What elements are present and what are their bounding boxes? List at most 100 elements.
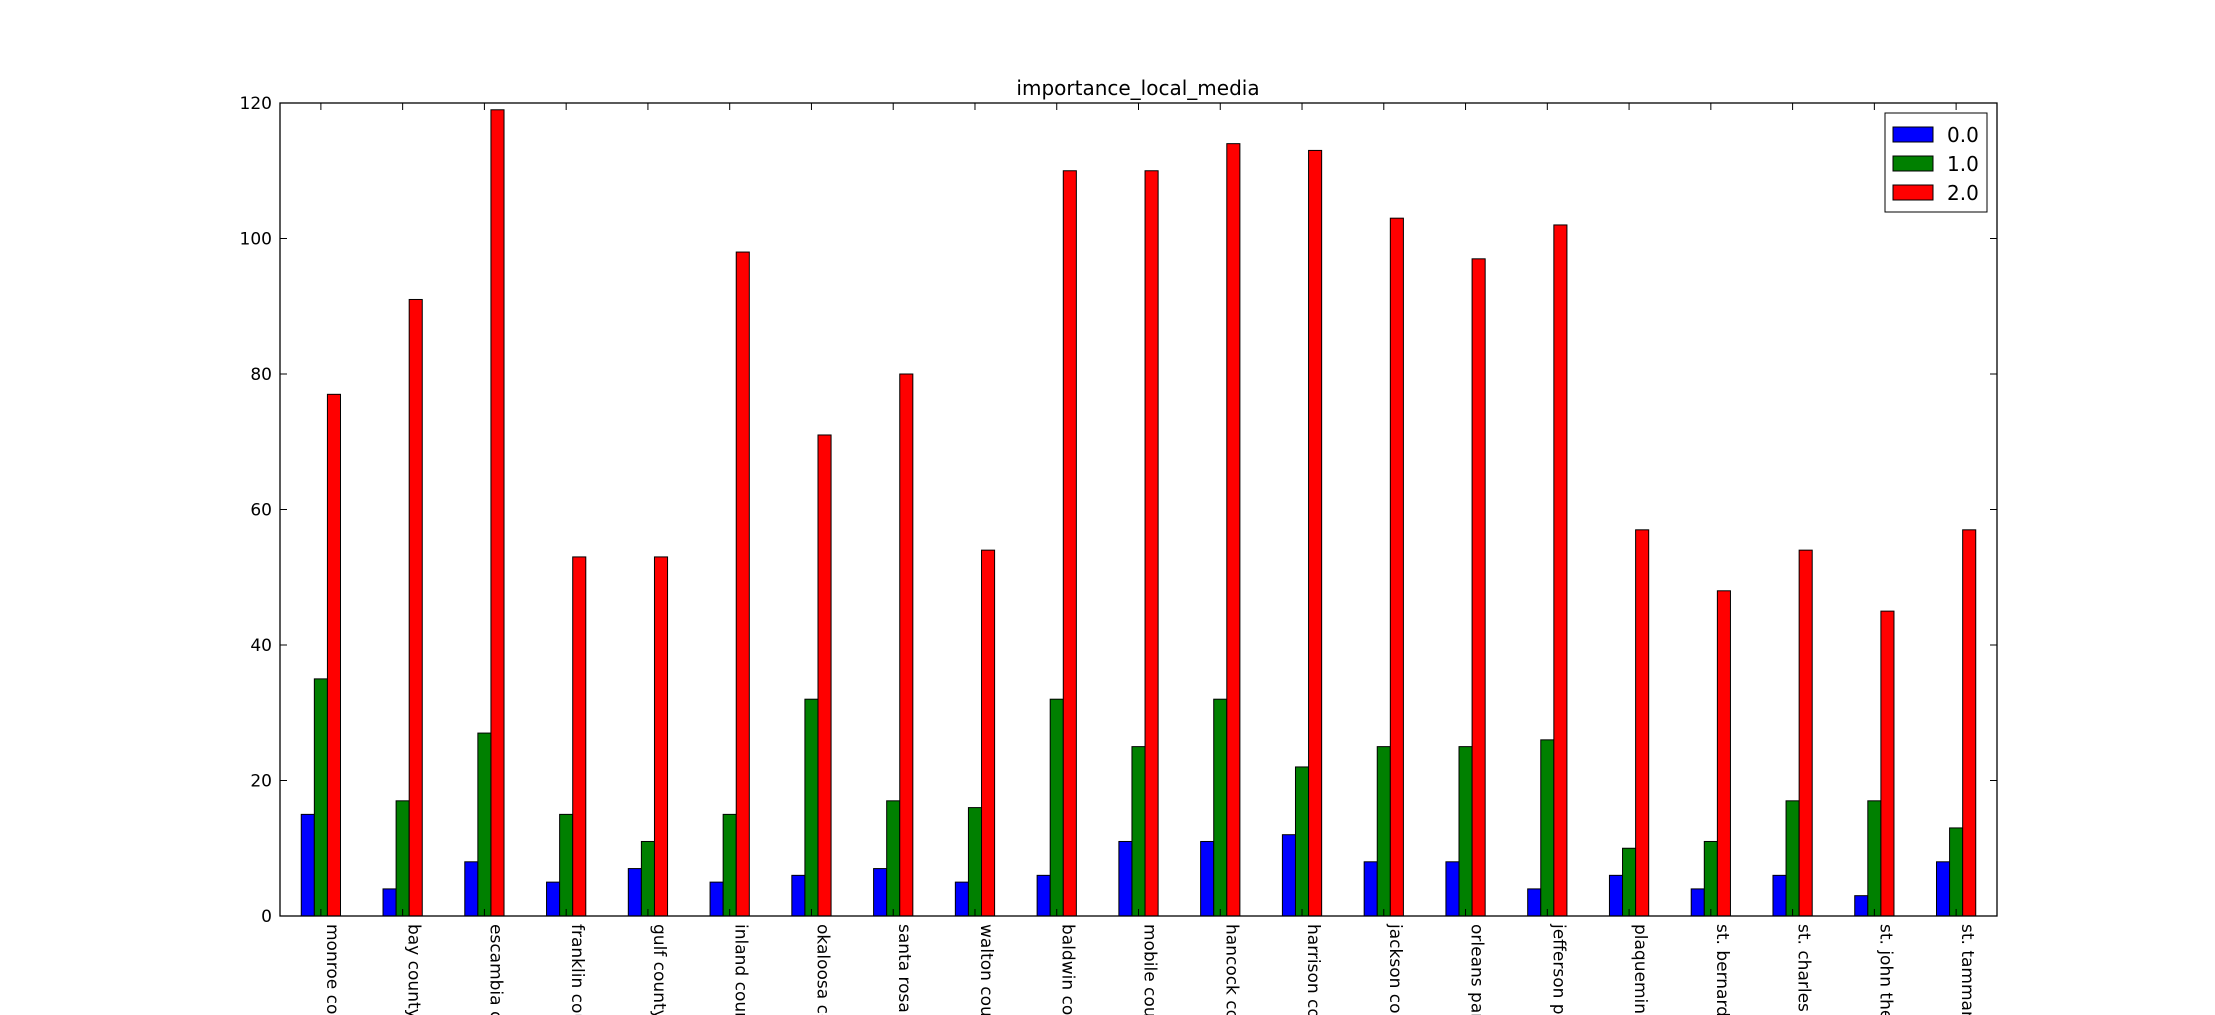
bar-0-0-0 [300,813,315,917]
x-tick-label: jackson cou [1385,923,1405,1015]
x-tick-label: mobile coun [1140,924,1160,1015]
y-tick-label: 80 [250,365,272,385]
bar-1-0-2 [477,732,492,917]
bar-1-0-9 [1049,698,1064,917]
bar-1-0-4 [640,840,655,917]
bar-2-0-16 [1635,529,1650,917]
bar-0-0-11 [1200,840,1215,917]
bar-1-0-11 [1213,698,1228,917]
bar-1-0-6 [804,698,819,917]
bar-1-0-15 [1540,739,1555,917]
bar-2-0-10 [1144,170,1159,917]
y-tick-label: 60 [250,501,272,521]
bar-0-0-1 [382,888,397,917]
bar-0-0-2 [464,861,479,917]
bar-0-0-6 [791,874,806,917]
bar-2-0-15 [1553,224,1568,917]
bar-0-0-17 [1690,888,1705,917]
bar-2-0-14 [1471,258,1486,917]
chart-title: importance_local_media [1016,76,1259,100]
x-tick-label: jefferson pa [1548,923,1568,1015]
bar-1-0-8 [967,807,983,917]
bar-2-0-1 [408,298,423,917]
bar-2-0-9 [1062,170,1077,917]
x-tick-label: monroe cou [322,924,342,1015]
legend-label: 1.0 [1947,152,1979,176]
bar-1-0-14 [1458,746,1473,917]
legend-swatch [1892,155,1934,172]
legend-label: 0.0 [1947,123,1979,147]
bar-2-0-8 [981,549,996,917]
x-tick-label: okaloosa co [812,924,832,1015]
bar-0-0-5 [709,881,724,917]
legend-swatch [1892,184,1934,201]
bar-2-0-4 [653,556,669,917]
x-tick-label: harrison co [1303,924,1323,1015]
bars-layer [300,109,1977,917]
bar-2-0-2 [490,109,505,917]
bar-0-0-7 [873,868,888,917]
y-tick-label: 20 [250,772,272,792]
x-tick-label: santa rosa c [894,924,914,1015]
x-tick-label: walton coun [976,924,996,1015]
bar-0-0-14 [1445,861,1460,917]
bar-1-0-16 [1622,847,1637,917]
x-tick-label: plaquemine [1630,924,1650,1015]
y-tick-label: 100 [240,230,272,250]
bar-2-0-17 [1716,590,1731,917]
bar-0-0-10 [1118,840,1133,917]
x-tick-label: st. bernard [1712,924,1732,1015]
bar-2-0-12 [1308,149,1323,917]
bar-1-0-20 [1949,827,1964,917]
legend: 0.0 1.0 2.0 [1884,112,1988,213]
x-tick-label: escambia c [485,924,505,1015]
bar-0-0-16 [1608,874,1624,917]
bar-1-0-12 [1294,766,1310,917]
x-tick-label: franklin cou [567,924,587,1015]
bar-1-0-0 [313,678,328,917]
bar-2-0-19 [1880,610,1895,917]
bar-0-0-4 [627,868,642,917]
bar-0-0-15 [1527,888,1542,917]
bar-0-0-20 [1935,861,1951,917]
bar-1-0-13 [1376,746,1391,917]
x-tick-label: st. tamman [1957,924,1977,1015]
bar-0-0-19 [1854,895,1869,917]
x-tick-label: orleans par [1467,924,1487,1015]
bar-0-0-12 [1281,834,1296,917]
x-tick-label: gulf county [649,924,669,1015]
bar-1-0-18 [1785,800,1800,917]
bar-0-0-3 [546,881,561,917]
bar-2-0-18 [1798,549,1813,917]
legend-label: 2.0 [1947,181,1979,205]
bar-1-0-19 [1867,800,1882,917]
legend-swatch [1892,126,1934,143]
bar-1-0-10 [1131,746,1146,917]
y-tick-label: 0 [261,907,272,927]
y-tick-label: 120 [240,94,272,114]
bar-0-0-9 [1036,874,1051,917]
ticks-layer: monroe cou bay county escambia c franklin c… [240,94,1997,1015]
x-tick-label: inland coun [731,924,751,1015]
bar-2-0-6 [817,434,832,917]
x-tick-label: st. john the [1875,924,1895,1015]
bar-1-0-17 [1703,840,1718,917]
bar-2-0-3 [572,556,587,917]
bar-2-0-7 [899,373,914,917]
y-tick-label: 40 [250,636,272,656]
bar-1-0-5 [722,813,737,917]
bar-1-0-7 [886,800,901,917]
bar-1-0-1 [395,800,410,917]
x-tick-label: bay county [404,924,424,1015]
bar-1-0-3 [559,813,574,917]
bar-2-0-0 [326,393,342,917]
x-tick-label: baldwin cou [1058,924,1078,1015]
x-tick-label: st. charles p [1794,924,1814,1015]
bar-2-0-11 [1226,143,1241,917]
plot-frame [279,102,1998,917]
bar-2-0-5 [735,251,750,917]
bar-2-0-20 [1962,529,1977,917]
x-tick-label: hancock co [1221,924,1241,1015]
bar-0-0-13 [1363,861,1378,917]
